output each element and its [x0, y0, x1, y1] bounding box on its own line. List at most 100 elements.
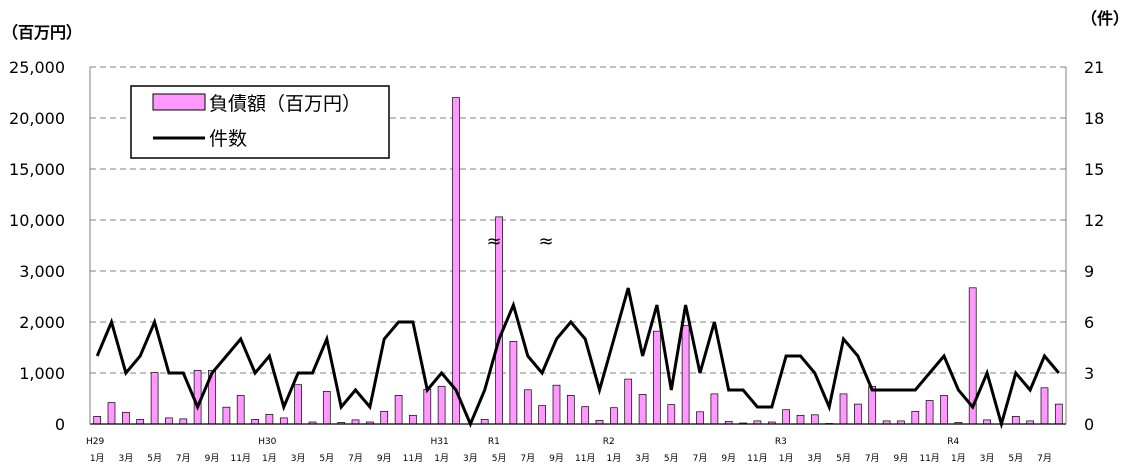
month-label: 1月 [90, 453, 105, 464]
era-label: H30 [258, 437, 276, 447]
left-axis-unit: （百万円） [2, 23, 82, 42]
bar [193, 370, 202, 425]
month-label: 5月 [1008, 453, 1023, 464]
era-label: R2 [603, 437, 615, 447]
left-tick-label: 0 [55, 415, 65, 434]
line-series [95, 287, 1060, 430]
month-label: 11月 [919, 453, 939, 464]
month-label: 5月 [147, 453, 162, 464]
axes [89, 67, 1067, 425]
right-tick-label: 6 [1084, 313, 1094, 332]
bar [107, 402, 116, 425]
left-tick-label: 2,000 [19, 313, 65, 332]
left-tick-label: 1,000 [19, 364, 65, 383]
bar [911, 410, 920, 425]
month-label: 11月 [403, 453, 423, 464]
month-label: 11月 [575, 453, 595, 464]
bar [265, 413, 274, 425]
left-tick-label: 3,000 [19, 262, 65, 281]
month-label: 11月 [230, 453, 250, 464]
month-label: 7月 [865, 453, 880, 464]
bar [409, 414, 417, 425]
bar [165, 417, 173, 425]
era-label: R4 [947, 437, 959, 447]
month-label: 3月 [463, 453, 478, 464]
bar [696, 411, 704, 425]
legend-bar-swatch [152, 93, 206, 111]
bar [638, 394, 647, 425]
bar [538, 405, 546, 425]
bar [351, 419, 360, 425]
month-label: 5月 [836, 453, 851, 464]
bar [394, 395, 403, 425]
bar [610, 407, 618, 425]
month-label: 7月 [520, 453, 535, 464]
month-label: 1月 [434, 453, 449, 464]
bar [854, 403, 862, 425]
bar [839, 393, 848, 425]
bar [122, 411, 130, 425]
month-label: 1月 [779, 453, 794, 464]
month-label: 9月 [894, 453, 909, 464]
legend: 負債額（百万円） 件数 [130, 85, 390, 159]
bar [667, 404, 676, 425]
bar [294, 384, 302, 425]
bar [93, 416, 102, 425]
month-label: 3月 [291, 453, 306, 464]
month-label: 5月 [319, 453, 334, 464]
bar [810, 414, 819, 425]
right-tick-label: 18 [1084, 109, 1104, 128]
legend-bar-label: 負債額（百万円） [209, 93, 361, 115]
legend-line-label: 件数 [209, 128, 247, 150]
bar [236, 395, 245, 425]
month-label: 7月 [1037, 453, 1052, 464]
x-axis-labels: 1月 3月 5月 7月 9月 11月 1月 3月 5月 7月 9月 11月 1月 3月 5月 7月 9月 11月 1… [86, 437, 1052, 464]
bar [796, 414, 805, 425]
bar [1040, 387, 1049, 425]
bar [150, 372, 159, 425]
month-label: 1月 [607, 453, 622, 464]
bar [581, 406, 590, 425]
bar [983, 419, 991, 425]
bar [1054, 403, 1063, 425]
month-label: 7月 [176, 453, 191, 464]
month-label: 7月 [348, 453, 363, 464]
bar [566, 395, 575, 425]
left-tick-label: 20,000 [9, 109, 65, 128]
gridlines [90, 66, 1066, 374]
left-axis-ticks: 0 1,000 2,000 3,000 10,000 15,000 20,000 25,000 [9, 58, 65, 434]
era-label: R3 [775, 437, 787, 447]
count-line [95, 287, 1060, 430]
era-label: H31 [431, 437, 449, 447]
right-axis-unit: （件） [1081, 9, 1129, 28]
bar [523, 389, 532, 425]
bar [681, 325, 690, 425]
bar [710, 393, 719, 425]
month-label: 9月 [721, 453, 736, 464]
month-label: 3月 [807, 453, 822, 464]
month-label: 3月 [119, 453, 134, 464]
right-tick-label: 15 [1084, 160, 1104, 179]
bar [509, 341, 518, 425]
bar [322, 391, 331, 425]
break-symbol-1: ≈ [486, 231, 501, 252]
bar [653, 330, 661, 425]
era-label: R1 [488, 437, 500, 447]
left-tick-label: 15,000 [9, 160, 65, 179]
bar [552, 384, 561, 425]
bar [437, 385, 446, 425]
bar [380, 410, 389, 425]
right-tick-label: 9 [1084, 262, 1094, 281]
left-tick-label: 10,000 [9, 211, 65, 230]
month-label: 1月 [262, 453, 277, 464]
month-label: 5月 [492, 453, 507, 464]
bar [136, 419, 145, 425]
bar [624, 378, 633, 425]
right-tick-label: 0 [1084, 415, 1094, 434]
bar [940, 395, 948, 425]
month-label: 9月 [205, 453, 220, 464]
month-label: 3月 [980, 453, 995, 464]
month-label: 3月 [635, 453, 650, 464]
bar [423, 388, 432, 425]
